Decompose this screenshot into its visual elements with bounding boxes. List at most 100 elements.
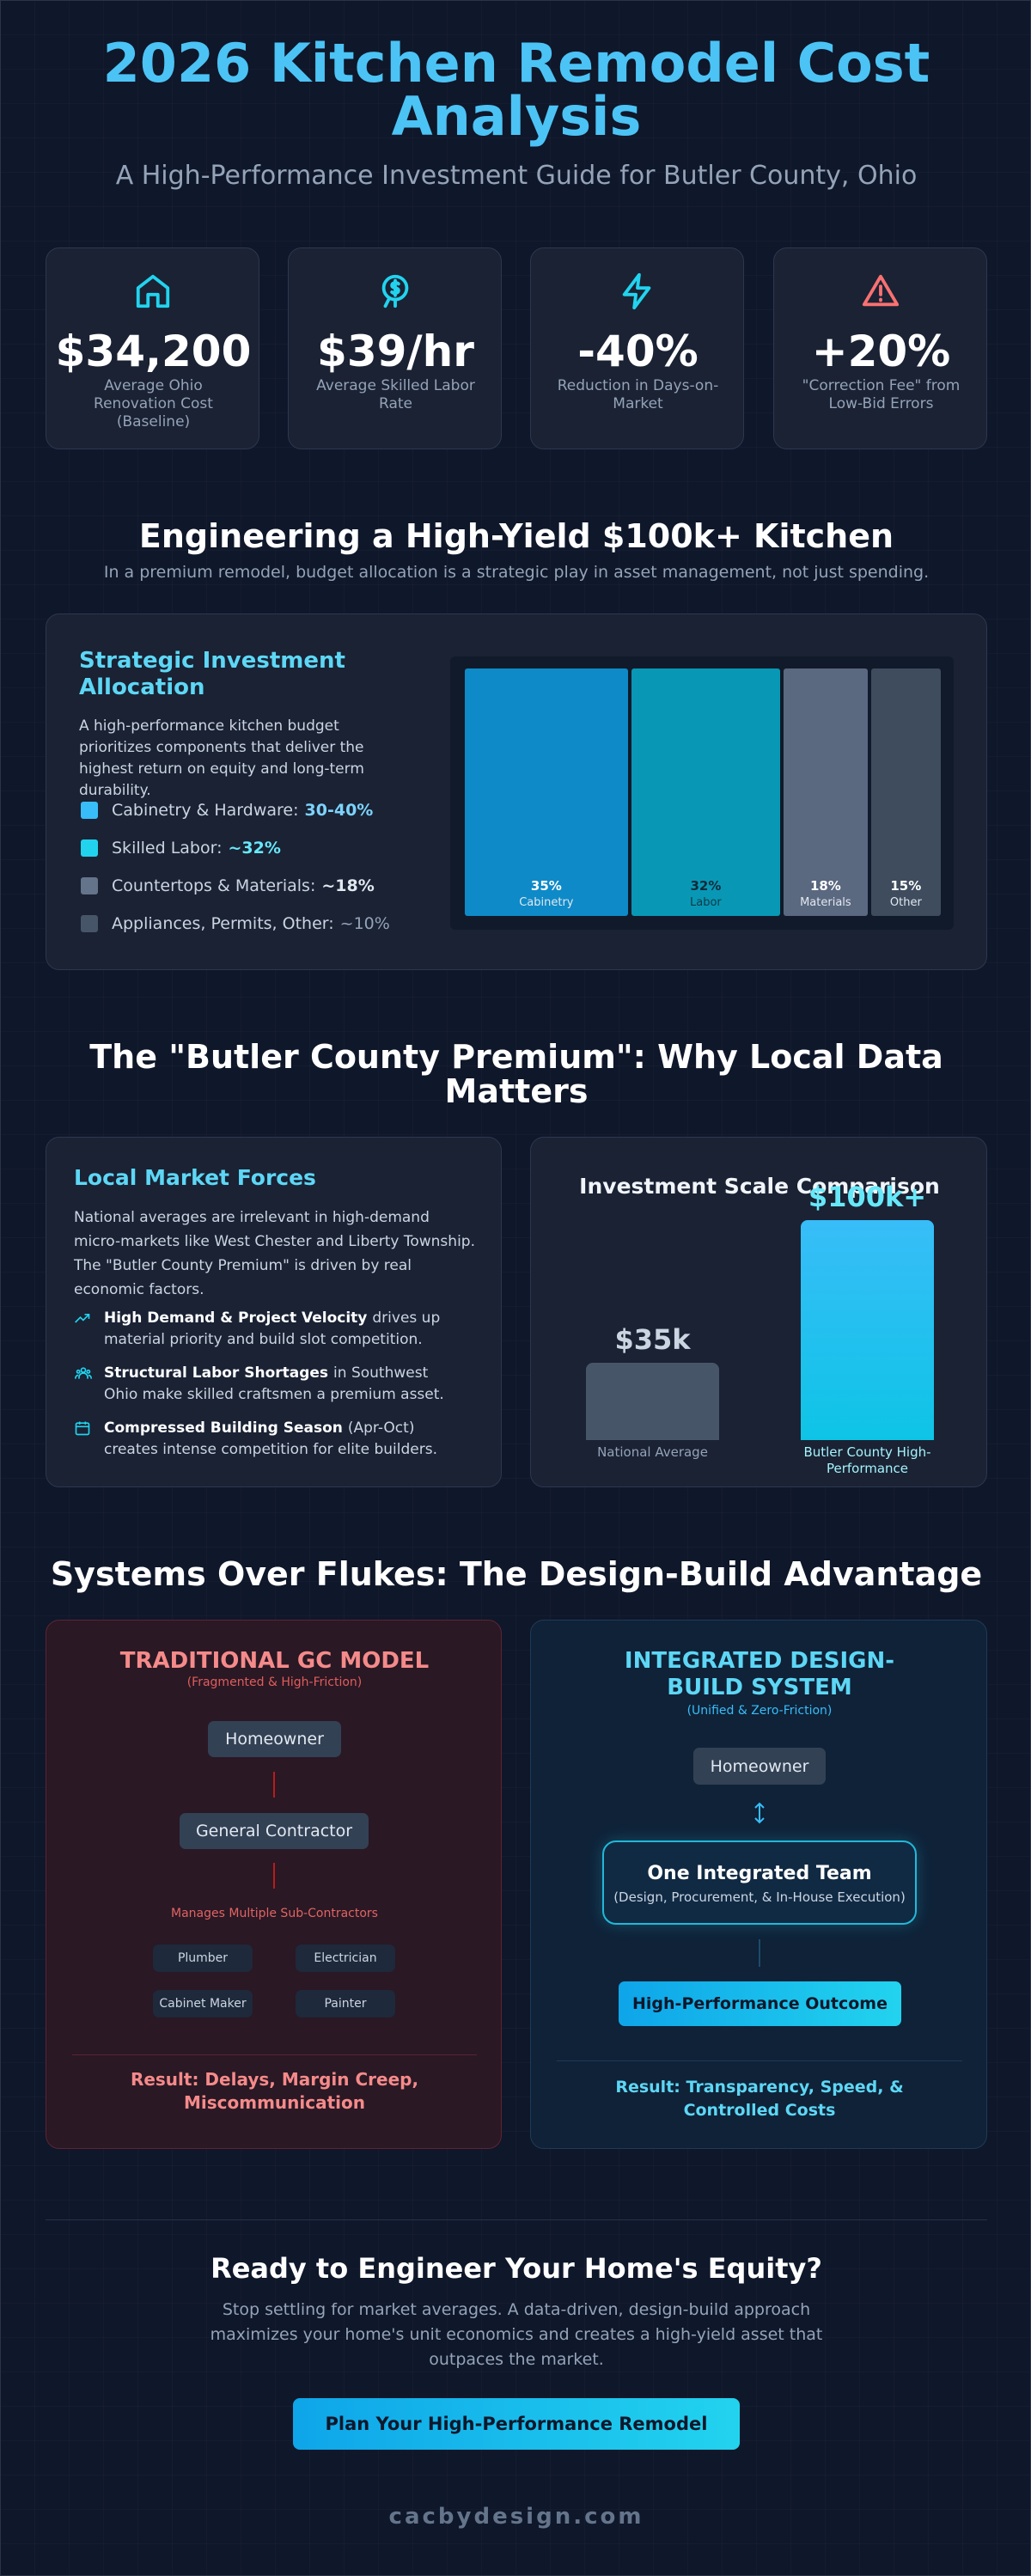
legend-value: 30-40% — [304, 801, 374, 820]
category-label: Butler County High-Performance — [803, 1444, 931, 1476]
scale-panel: Investment Scale Comparison $35k National… — [530, 1137, 987, 1487]
value-label: $100k+ — [808, 1181, 927, 1213]
cta-text: Stop settling for market averages. A dat… — [210, 2300, 823, 2369]
bar — [801, 1220, 934, 1440]
item-text: (Apr-Oct) creates intense competition fo… — [104, 1419, 437, 1458]
value-label: 32% — [690, 878, 722, 894]
icon-calendar — [75, 1421, 90, 1436]
item-title: Compressed Building Season — [104, 1419, 343, 1437]
legend-swatch — [81, 915, 98, 932]
item-title: Structural Labor Shortages — [104, 1364, 329, 1382]
legend-item: Cabinetry & Hardware: 30-40% — [81, 801, 373, 820]
integrated-panel: INTEGRATED DESIGN-BUILD SYSTEM (Unified … — [530, 1620, 987, 2149]
node-sub: Plumber — [153, 1944, 253, 1972]
connector — [273, 1772, 275, 1798]
legend-swatch — [81, 802, 98, 819]
cta-button[interactable]: Plan Your High-Performance Remodel — [293, 2398, 740, 2450]
value-label: 15% — [890, 878, 922, 894]
category-label: Other — [889, 896, 922, 909]
section-heading: Systems Over Flukes: The Design-Build Ad… — [50, 1555, 983, 1593]
legend-swatch — [81, 839, 98, 857]
divider — [72, 2054, 477, 2055]
category-label: Materials — [800, 896, 851, 909]
stat-value: -40% — [577, 327, 699, 376]
node-contractor: General Contractor — [180, 1813, 369, 1849]
stat-card: -40% Reduction in Days-on-Market — [530, 247, 744, 449]
bar: 15% Other — [870, 668, 941, 916]
legend-value: ~18% — [321, 876, 375, 895]
panel-subtitle: (Unified & Zero-Friction) — [686, 1704, 833, 1718]
panel-text: National averages are irrelevant in high… — [74, 1209, 475, 1298]
node-homeowner: Homeowner — [208, 1721, 341, 1757]
value-label: 35% — [530, 878, 562, 894]
icon-people — [75, 1367, 92, 1379]
category-label: Cabinetry — [519, 896, 574, 909]
panel-title: Strategic Investment Allocation — [79, 648, 345, 700]
legend-value: ~10% — [339, 914, 390, 933]
node-homeowner: Homeowner — [693, 1748, 826, 1785]
bar: 35% Cabinetry — [465, 668, 628, 916]
panel-text: A high-performance kitchen budget priori… — [79, 717, 364, 799]
traditional-panel: TRADITIONAL GC MODEL (Fragmented & High-… — [46, 1620, 502, 2149]
footer: cacbydesign.com — [388, 2504, 644, 2530]
divider — [557, 2060, 962, 2061]
panel-title: INTEGRATED DESIGN-BUILD SYSTEM — [624, 1648, 895, 1700]
page-subtitle: A High-Performance Investment Guide for … — [115, 161, 918, 191]
bar: 18% Materials — [784, 668, 868, 916]
team-subtitle: (Design, Procurement, & In-House Executi… — [613, 1889, 906, 1905]
section-heading: The "Butler County Premium": Why Local D… — [89, 1038, 943, 1110]
stat-label: "Correction Fee" from Low-Bid Errors — [802, 377, 961, 412]
legend-label: Skilled Labor: — [112, 839, 223, 858]
item-text: in Southwest Ohio make skilled craftsmen… — [104, 1364, 444, 1403]
item-title: High Demand & Project Velocity — [104, 1309, 368, 1327]
icon-coin — [381, 274, 409, 308]
stat-label: Average Skilled Labor Rate — [316, 377, 475, 412]
node-sub: Cabinet Maker — [153, 1990, 253, 2017]
item-text: drives up material priority and build sl… — [104, 1309, 441, 1348]
market-panel: Local Market Forces National averages ar… — [46, 1137, 502, 1487]
category-label: Labor — [690, 896, 722, 909]
bar — [586, 1363, 719, 1440]
stat-value: +20% — [811, 327, 951, 376]
allocation-panel: Strategic Investment Allocation A high-p… — [46, 613, 987, 970]
icon-two-way-arrow — [754, 1802, 765, 1824]
legend-swatch — [81, 877, 98, 894]
stat-card: +20% "Correction Fee" from Low-Bid Error… — [773, 247, 987, 449]
icon-house — [136, 274, 170, 308]
icon-bolt — [622, 272, 651, 310]
panel-subtitle: (Fragmented & High-Friction) — [186, 1676, 363, 1689]
note: Manages Multiple Sub-Contractors — [171, 1907, 378, 1920]
panel-title: TRADITIONAL GC MODEL — [119, 1648, 430, 1674]
connector — [759, 1939, 760, 1967]
legend-label: Appliances, Permits, Other: — [112, 914, 334, 933]
value-label: $35k — [614, 1323, 691, 1357]
legend-label: Countertops & Materials: — [112, 876, 316, 895]
category-label: National Average — [597, 1444, 708, 1460]
node-sub: Electrician — [296, 1944, 395, 1972]
section-heading: Engineering a High-Yield $100k+ Kitchen — [138, 517, 894, 555]
market-item: Structural Labor Shortages in Southwest O… — [74, 1363, 461, 1406]
section-subheading: In a premium remodel, budget allocation … — [103, 563, 930, 582]
stat-label: Reduction in Days-on-Market — [557, 377, 719, 412]
stat-value: $39/hr — [317, 327, 474, 376]
market-item: Compressed Building Season (Apr-Oct) crea… — [74, 1418, 461, 1461]
stat-card: $39/hr Average Skilled Labor Rate — [288, 247, 502, 449]
result: Result: Delays, Margin Creep, Miscommuni… — [130, 2069, 419, 2113]
legend-item: Skilled Labor: ~32% — [81, 839, 281, 858]
icon-warning — [862, 274, 900, 307]
stat-card: $34,200 Average Ohio Renovation Cost (Ba… — [46, 247, 259, 449]
legend-item: Countertops & Materials: ~18% — [81, 876, 375, 895]
team-title: One Integrated Team — [647, 1863, 872, 1884]
stat-label: Average Ohio Renovation Cost (Baseline) — [94, 377, 213, 430]
market-item: High Demand & Project Velocity drives up … — [74, 1308, 461, 1351]
node-outcome: High-Performance Outcome — [619, 1981, 901, 2026]
chart-title: Investment Scale Comparison — [579, 1174, 940, 1199]
icon-trend — [75, 1314, 90, 1323]
result: Result: Transparency, Speed, & Controlle… — [615, 2078, 904, 2120]
bar: 32% Labor — [631, 668, 781, 916]
value-label: 18% — [809, 878, 841, 894]
legend-value: ~32% — [228, 839, 281, 858]
panel-title: Local Market Forces — [74, 1165, 316, 1190]
legend-item: Appliances, Permits, Other: ~10% — [81, 914, 390, 933]
